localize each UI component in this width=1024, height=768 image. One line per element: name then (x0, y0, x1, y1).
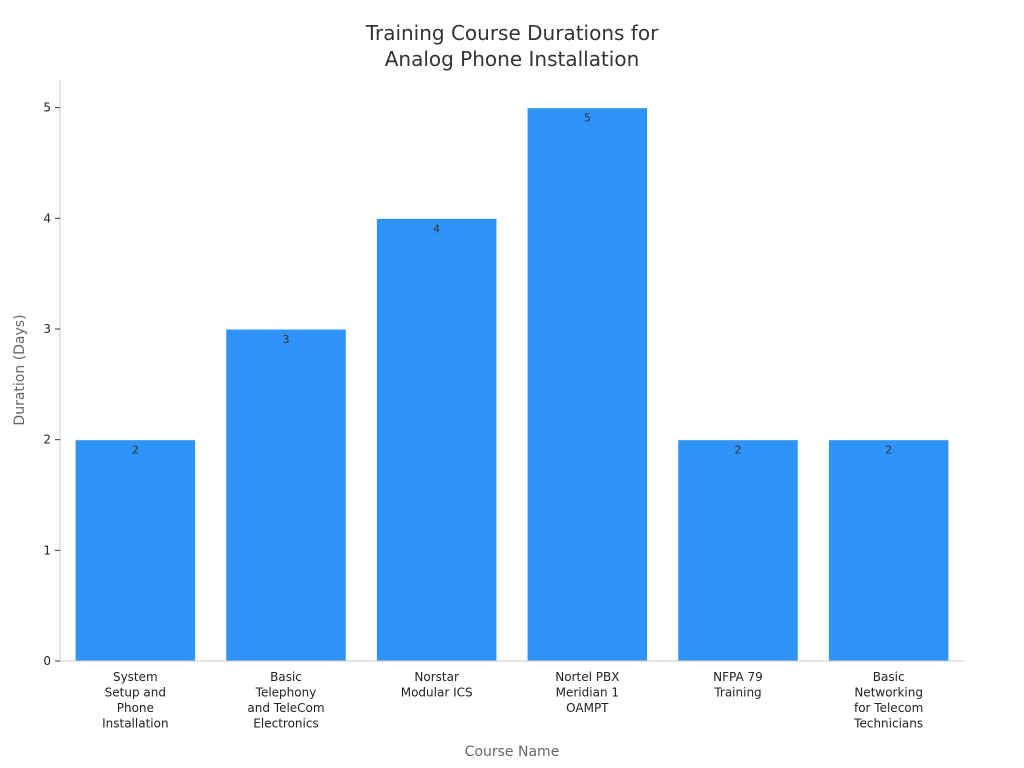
y-axis-label: Duration (Days) (12, 314, 28, 425)
category-label-3: Nortel PBX Meridian 1 OAMPT (555, 670, 619, 715)
y-tick-label: 5 (43, 101, 51, 115)
y-tick-label: 0 (43, 654, 51, 668)
chart-title-line-2: Analog Phone Installation (385, 47, 640, 71)
category-label-5: Basic Networking for Telecom Technicians (853, 670, 923, 731)
y-tick-label: 3 (43, 322, 51, 336)
bar-2 (375, 217, 498, 662)
y-tick-label: 2 (43, 433, 51, 447)
y-tick-label: 4 (43, 211, 51, 225)
chart-title-line-1: Training Course Durations for (365, 21, 659, 45)
plot-area: 2 3 4 5 2 2 (74, 107, 950, 662)
chart-title: Training Course Durations for Analog Pho… (365, 21, 659, 71)
category-label-2: Norstar Modular ICS (401, 670, 473, 700)
y-tick-label: 1 (43, 543, 51, 557)
y-axis: 0 1 2 3 4 5 (43, 80, 61, 668)
data-label-2: 4 (433, 222, 440, 235)
category-label-1: Basic Telephony and TeleCom Electronics (247, 670, 324, 731)
data-label-5: 2 (885, 444, 892, 457)
bar-1 (225, 328, 347, 662)
bar-4 (677, 439, 799, 662)
bar-5 (827, 439, 950, 662)
bar-0 (74, 439, 197, 662)
x-axis: System Setup and Phone Installation Basic Tel… (60, 660, 964, 731)
category-label-0: System Setup and Phone Installation (102, 670, 168, 731)
x-axis-label: Course Name (465, 744, 560, 760)
category-label-4: NFPA 79 Training (713, 670, 763, 700)
data-label-0: 2 (132, 444, 139, 457)
data-label-1: 3 (283, 333, 290, 346)
data-label-3: 5 (584, 112, 591, 125)
data-label-4: 2 (735, 444, 742, 457)
bar-3 (526, 107, 649, 662)
